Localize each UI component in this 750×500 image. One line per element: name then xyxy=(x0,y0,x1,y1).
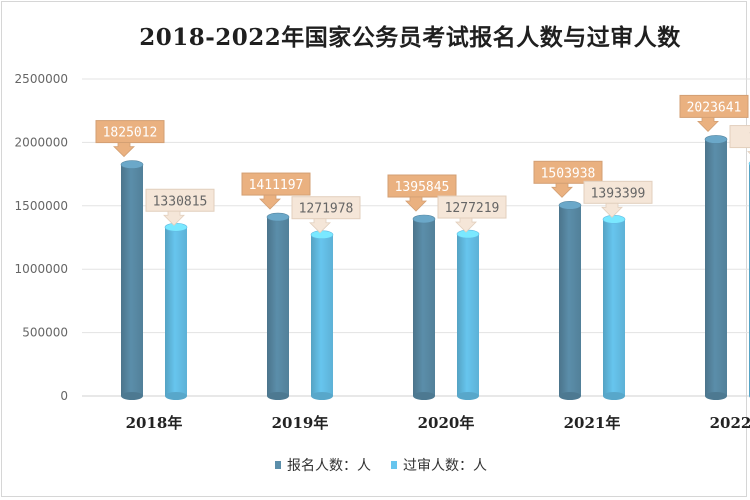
data-label: 1330815 xyxy=(153,194,208,209)
data-label-pointer xyxy=(113,142,135,158)
x-tick-label: 2019年 xyxy=(272,414,329,432)
data-label-pointer xyxy=(601,202,623,218)
data-label-pointer xyxy=(405,196,427,212)
y-tick-label: 1000000 xyxy=(15,262,68,276)
bar-base xyxy=(705,392,727,400)
data-label-pointer xyxy=(163,210,185,226)
bar-top xyxy=(164,222,188,232)
data-label-pointer xyxy=(697,117,719,132)
legend-entry-approved: 过审人数：人 xyxy=(391,455,487,475)
legend-label-registrants: 报名人数：人 xyxy=(287,458,371,474)
y-tick-label: 1500000 xyxy=(15,199,68,213)
data-label: 1395845 xyxy=(395,180,450,195)
x-tick-label: 2022年 xyxy=(710,414,750,432)
data-label: 1833 xyxy=(748,131,750,146)
legend-swatch-approved xyxy=(391,461,397,469)
chart-title: 2018-2022年国家公务员考试报名人数与过审人数 xyxy=(139,24,681,51)
bar xyxy=(413,219,435,396)
bar xyxy=(705,139,727,396)
bar-base xyxy=(311,392,333,400)
bar-base xyxy=(121,392,143,400)
bar-base xyxy=(165,392,187,400)
data-label: 1825012 xyxy=(103,126,158,141)
y-tick-label: 2500000 xyxy=(15,72,68,86)
bar xyxy=(121,164,143,396)
legend-swatch-registrants xyxy=(275,461,281,469)
x-tick-label: 2021年 xyxy=(564,414,621,432)
bar-top xyxy=(412,214,436,224)
bar-base xyxy=(413,392,435,400)
bar-base xyxy=(603,392,625,400)
x-tick-label: 2020年 xyxy=(418,414,475,432)
bar xyxy=(559,205,581,396)
bar-base xyxy=(457,392,479,400)
bar-top xyxy=(266,212,290,222)
data-label: 1393399 xyxy=(591,186,646,201)
bar-base xyxy=(267,392,289,400)
legend: 报名人数：人 过审人数：人 xyxy=(275,455,487,475)
bar-top xyxy=(602,215,626,224)
y-tick-label: 0 xyxy=(60,389,68,403)
data-label-pointer xyxy=(309,218,331,234)
bar-top xyxy=(120,160,144,169)
bar-top xyxy=(310,230,334,240)
data-label: 1271978 xyxy=(299,202,354,217)
legend-label-approved: 过审人数：人 xyxy=(403,458,487,474)
bar-top xyxy=(456,229,480,239)
bar-base xyxy=(559,392,581,400)
bar xyxy=(457,234,479,396)
bar xyxy=(267,217,289,396)
y-tick-label: 2000000 xyxy=(15,135,68,149)
legend-entry-registrants: 报名人数：人 xyxy=(275,455,371,475)
y-tick-label: 500000 xyxy=(22,326,68,340)
bar-top xyxy=(704,135,728,144)
data-label: 1503938 xyxy=(541,166,596,181)
data-label: 1277219 xyxy=(445,201,500,216)
data-label-box xyxy=(729,125,750,149)
bar-top xyxy=(558,201,582,210)
data-label: 2023641 xyxy=(687,100,742,115)
bar xyxy=(311,234,333,396)
data-label: 1411197 xyxy=(249,178,304,193)
bar xyxy=(165,227,187,396)
data-label-pointer xyxy=(259,194,281,210)
x-tick-label: 2018年 xyxy=(126,414,183,432)
data-label-pointer xyxy=(455,217,477,233)
data-label-pointer xyxy=(551,182,573,198)
bar xyxy=(603,219,625,396)
